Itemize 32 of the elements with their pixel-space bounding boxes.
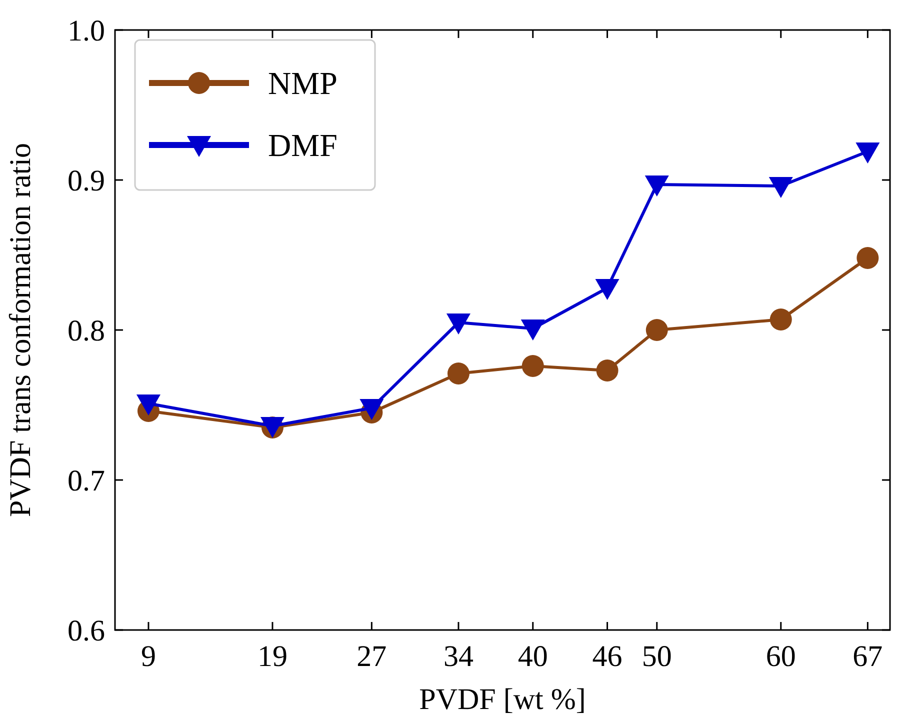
point bbox=[644, 176, 669, 196]
x-tick-label: 40 bbox=[518, 640, 548, 673]
y-tick-label: 0.6 bbox=[68, 614, 105, 648]
legend-label: DMF bbox=[268, 127, 338, 164]
x-tick-label: 46 bbox=[592, 640, 622, 673]
point bbox=[856, 247, 879, 269]
y-axis-title: PVDF trans conformation ratio bbox=[4, 142, 37, 518]
point bbox=[446, 314, 470, 334]
y-tick-label: 0.7 bbox=[68, 464, 105, 498]
y-tick-label: 0.8 bbox=[68, 314, 105, 348]
point bbox=[520, 320, 545, 340]
point bbox=[447, 362, 470, 384]
point bbox=[595, 279, 620, 300]
x-tick-label: 34 bbox=[443, 640, 474, 673]
x-tick-label: 50 bbox=[642, 640, 672, 673]
y-tick-label: 0.9 bbox=[68, 164, 105, 198]
x-tick-label: 60 bbox=[766, 640, 796, 673]
point bbox=[770, 308, 792, 330]
x-axis-title: PVDF [wt %] bbox=[419, 683, 586, 716]
point bbox=[136, 394, 160, 416]
x-tick-label: 19 bbox=[257, 640, 288, 673]
point bbox=[360, 399, 384, 420]
legend-label: NMP bbox=[268, 65, 338, 102]
x-tick-label: 27 bbox=[356, 640, 387, 673]
point bbox=[768, 177, 793, 198]
point bbox=[522, 355, 544, 377]
x-tick-label: 9 bbox=[140, 640, 156, 673]
x-tick-label: 67 bbox=[852, 640, 883, 673]
y-tick-label: 1.0 bbox=[68, 14, 105, 48]
point bbox=[856, 142, 880, 164]
point bbox=[596, 360, 618, 382]
point bbox=[646, 319, 668, 341]
